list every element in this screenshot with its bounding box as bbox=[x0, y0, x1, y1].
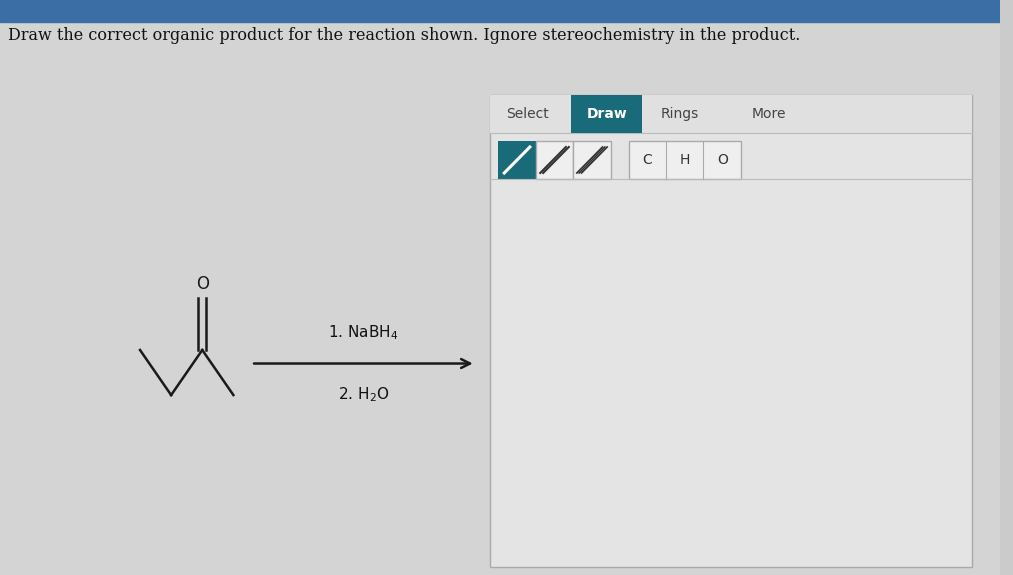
Text: Draw the correct organic product for the reaction shown. Ignore stereochemistry : Draw the correct organic product for the… bbox=[8, 27, 800, 44]
Bar bbox=[571, 95, 642, 133]
Bar bbox=[498, 141, 536, 179]
Text: O: O bbox=[196, 275, 209, 293]
Text: O: O bbox=[717, 153, 727, 167]
Bar bbox=[0, 0, 1000, 22]
Text: H: H bbox=[680, 153, 690, 167]
Text: C: C bbox=[642, 153, 652, 167]
Text: 2. H$_2$O: 2. H$_2$O bbox=[337, 385, 389, 404]
Text: More: More bbox=[752, 107, 786, 121]
Bar bbox=[490, 95, 971, 133]
Text: Draw: Draw bbox=[587, 107, 627, 121]
Bar bbox=[490, 95, 971, 567]
Text: Select: Select bbox=[506, 107, 549, 121]
Text: Rings: Rings bbox=[660, 107, 699, 121]
Bar bbox=[573, 141, 611, 179]
Bar bbox=[536, 141, 573, 179]
Bar bbox=[628, 141, 741, 179]
Text: 1. NaBH$_4$: 1. NaBH$_4$ bbox=[328, 323, 398, 342]
